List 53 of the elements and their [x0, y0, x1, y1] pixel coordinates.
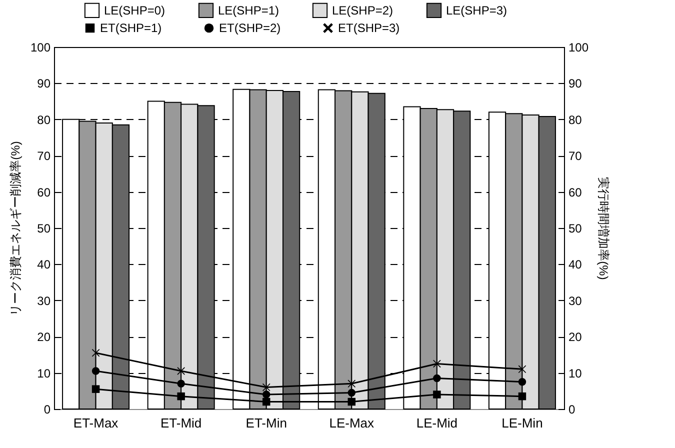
point [518, 365, 526, 374]
y-tick-label: 10 [37, 366, 51, 380]
y2-tick-label: 10 [568, 366, 582, 380]
point [348, 388, 356, 397]
point [177, 392, 185, 400]
y2-tick-label: 30 [568, 294, 582, 308]
y-tick-label: 50 [37, 222, 51, 236]
x-tick-label: LE-Mid [416, 416, 458, 430]
legend-label: ET(SHP=1) [100, 21, 162, 36]
legend-label: ET(SHP=3) [338, 21, 400, 36]
y2-tick-label: 20 [568, 330, 582, 344]
y-tick-label: 90 [37, 76, 51, 91]
y2-tick-label: 90 [568, 76, 582, 91]
x-tick-label: LE-Max [329, 416, 375, 430]
point [177, 367, 185, 375]
y2-tick-label: 40 [568, 258, 582, 272]
y-tick-label: 0 [44, 402, 51, 416]
point [433, 390, 441, 398]
legend-label: LE(SHP=3) [446, 3, 508, 18]
y-tick-label: 80 [37, 112, 51, 127]
point [262, 390, 270, 398]
y2-tick-label: 70 [568, 149, 582, 164]
legend-label: LE(SHP=0) [104, 3, 166, 18]
x-tick-label: LE-Min [502, 416, 543, 430]
point [92, 385, 100, 393]
point [518, 392, 526, 400]
y-tick-label: 40 [37, 258, 51, 272]
y-tick-label: 20 [37, 330, 51, 344]
y-axis-title: リーク消費エネルギー削減率(%) [8, 141, 22, 316]
x-tick-label: ET-Min [246, 416, 287, 430]
y2-tick-label: 100 [568, 40, 589, 54]
point [92, 367, 100, 375]
legend-label: LE(SHP=1) [218, 3, 280, 18]
x-tick-label: ET-Mid [160, 416, 202, 430]
y2-tick-label: 50 [568, 222, 582, 236]
y2-axis-title: 実行時間増加率(%) [596, 177, 611, 280]
point [433, 374, 441, 382]
legend-label: ET(SHP=2) [219, 21, 281, 36]
y-tick-label: 30 [37, 294, 51, 308]
point [348, 380, 356, 388]
point [518, 378, 526, 386]
point [177, 380, 185, 388]
point [262, 383, 270, 392]
y2-tick-label: 80 [568, 112, 582, 127]
point [262, 398, 270, 406]
y2-tick-label: 0 [568, 402, 576, 416]
legend-label: LE(SHP=2) [332, 3, 394, 18]
y-tick-label: 100 [30, 40, 51, 54]
y-tick-label: 70 [37, 149, 51, 164]
y-tick-label: 60 [37, 185, 51, 200]
y2-tick-label: 60 [568, 185, 582, 200]
x-tick-label: ET-Max [73, 416, 119, 430]
point [348, 398, 356, 406]
